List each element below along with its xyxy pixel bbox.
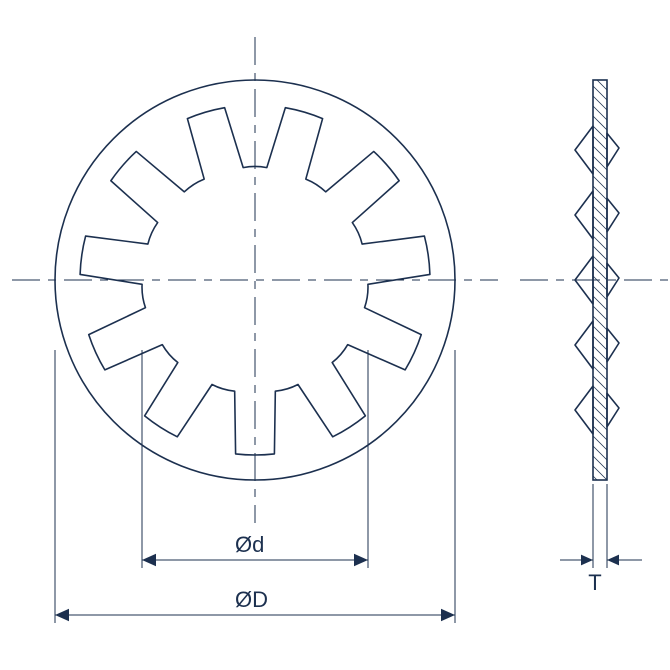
arrowhead-icon: [607, 555, 619, 566]
arrowhead-icon: [354, 554, 368, 567]
arrowhead-icon: [142, 554, 156, 567]
dim-d-text: Ød: [235, 532, 264, 557]
dim-T-text: T: [588, 570, 601, 595]
arrowhead-icon: [581, 555, 593, 566]
arrowhead-icon: [55, 609, 69, 622]
dim-D-text: ØD: [235, 587, 268, 612]
arrowhead-icon: [441, 609, 455, 622]
